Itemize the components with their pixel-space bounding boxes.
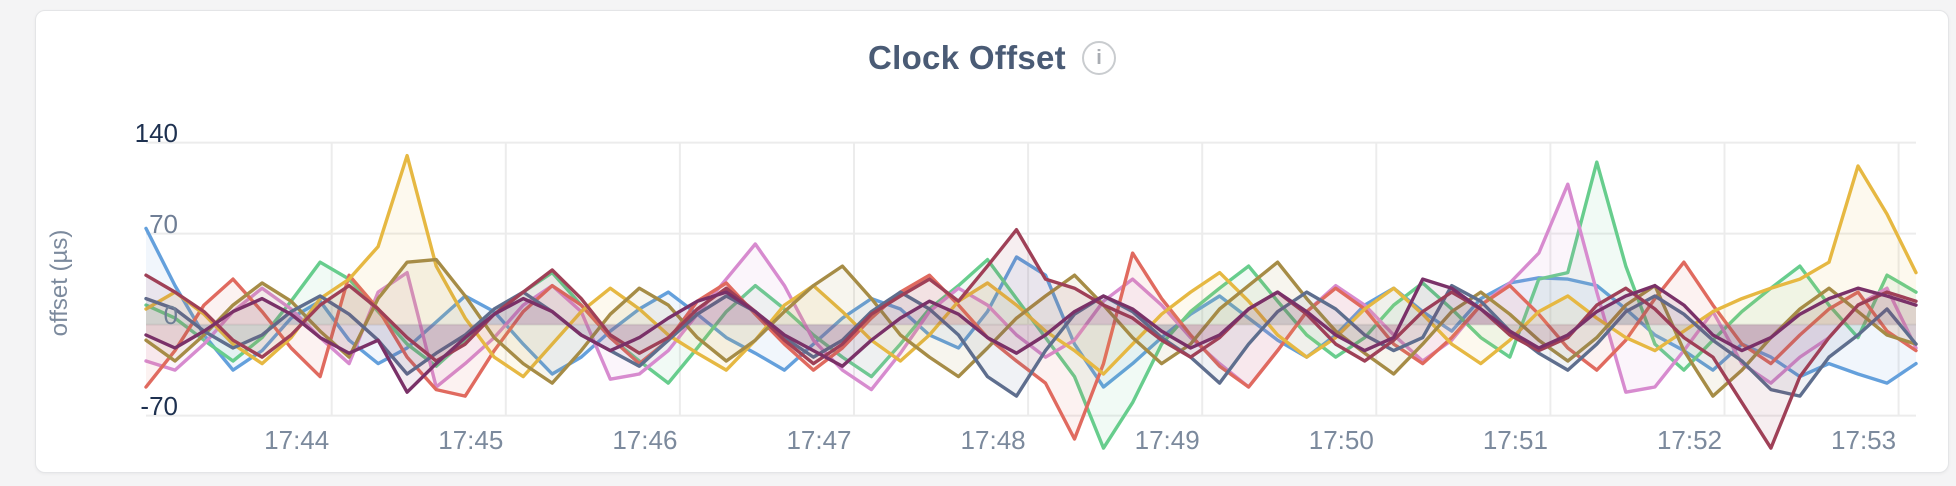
x-tick-17-53: 17:53: [1831, 425, 1897, 455]
y-tick-70: 70: [149, 208, 178, 239]
series-line-series-5: [144, 153, 1918, 379]
series-line-series-9: [144, 277, 1918, 394]
series-line-series-7: [144, 283, 1918, 398]
chart-card: Clock Offset i offset (µs) 140 70 0 -70 17:…: [35, 10, 1949, 473]
series-area-series-9: [146, 279, 1916, 393]
series-line-series-6: [144, 257, 1918, 398]
x-tick-17-44: 17:44: [264, 425, 330, 455]
x-tick-17-52: 17:52: [1656, 425, 1723, 455]
series-area-series-3: [146, 184, 1916, 393]
series-area-series-5: [146, 155, 1916, 377]
y-tick--70: -70: [140, 390, 178, 421]
y-tick-0: 0: [163, 299, 178, 330]
y-axis-label: offset (µs): [46, 229, 73, 337]
x-tick-17-50: 17:50: [1308, 425, 1374, 455]
series-area-series-6: [146, 259, 1916, 397]
series-line-series-1: [144, 226, 1918, 389]
x-tick-17-47: 17:47: [786, 425, 852, 455]
chart-title: Clock Offset: [868, 39, 1066, 76]
y-tick-140: 140: [134, 117, 178, 148]
x-tick-17-48: 17:48: [960, 425, 1026, 455]
x-tick-17-51: 17:51: [1482, 425, 1548, 455]
series-area-series-2: [146, 162, 1916, 449]
x-tick-17-45: 17:45: [438, 425, 504, 455]
chart-header: Clock Offset i: [36, 39, 1948, 77]
chart-plot: [144, 141, 1918, 450]
x-tick-17-46: 17:46: [612, 425, 678, 455]
series-area-series-7: [146, 285, 1916, 397]
x-tick-17-49: 17:49: [1134, 425, 1200, 455]
info-icon[interactable]: i: [1081, 41, 1116, 75]
